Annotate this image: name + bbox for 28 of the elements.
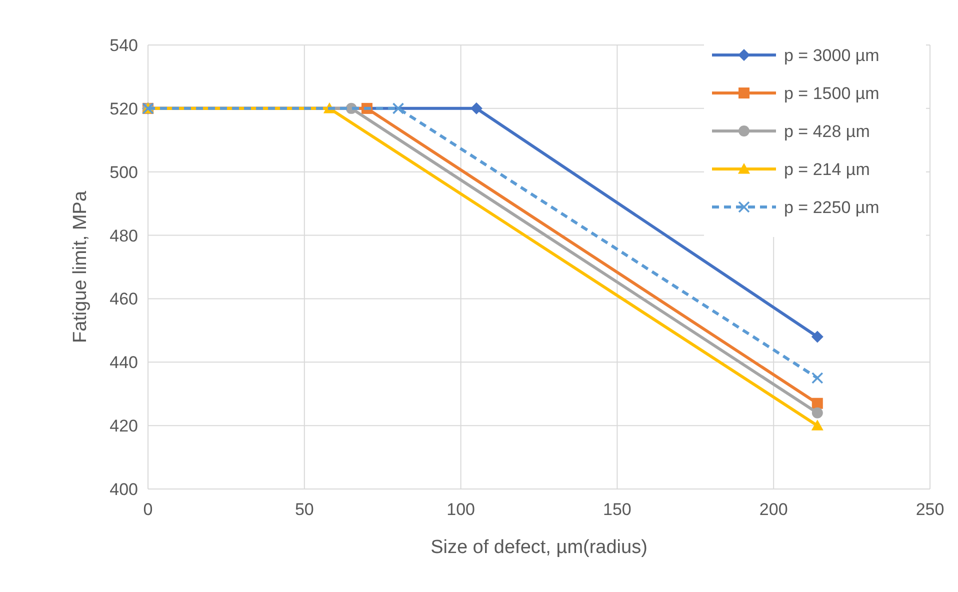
legend-label: p = 214 µm	[784, 160, 870, 179]
x-tick-label: 0	[143, 500, 153, 519]
y-tick-label: 420	[110, 416, 138, 436]
legend-label: p = 3000 µm	[784, 46, 880, 65]
point	[811, 420, 824, 430]
legend-label: p = 428 µm	[784, 122, 870, 141]
y-tick-label: 480	[110, 226, 138, 246]
point	[811, 372, 824, 384]
point	[392, 102, 404, 114]
point	[470, 102, 482, 114]
legend-label: p = 2250 µm	[784, 198, 880, 217]
y-tick-label: 540	[110, 36, 138, 55]
point	[811, 330, 824, 343]
x-tick-label: 150	[603, 500, 632, 519]
point	[812, 398, 823, 409]
x-tick-label: 100	[446, 500, 475, 519]
x-tick-label: 250	[916, 500, 944, 519]
point	[812, 407, 823, 418]
y-tick-label: 460	[110, 290, 138, 309]
legend-label: p = 1500 µm	[784, 84, 880, 103]
x-tick-label: 200	[759, 500, 788, 519]
y-axis-title: Fatigue limit, MPa	[70, 190, 91, 344]
y-tick-label: 520	[110, 99, 138, 118]
y-tick-label: 400	[110, 480, 138, 499]
x-tick-label: 50	[294, 500, 314, 519]
y-tick-label: 500	[110, 162, 138, 182]
y-tick-label: 440	[110, 353, 138, 372]
x-axis-title: Size of defect, µm(radius)	[430, 537, 648, 558]
